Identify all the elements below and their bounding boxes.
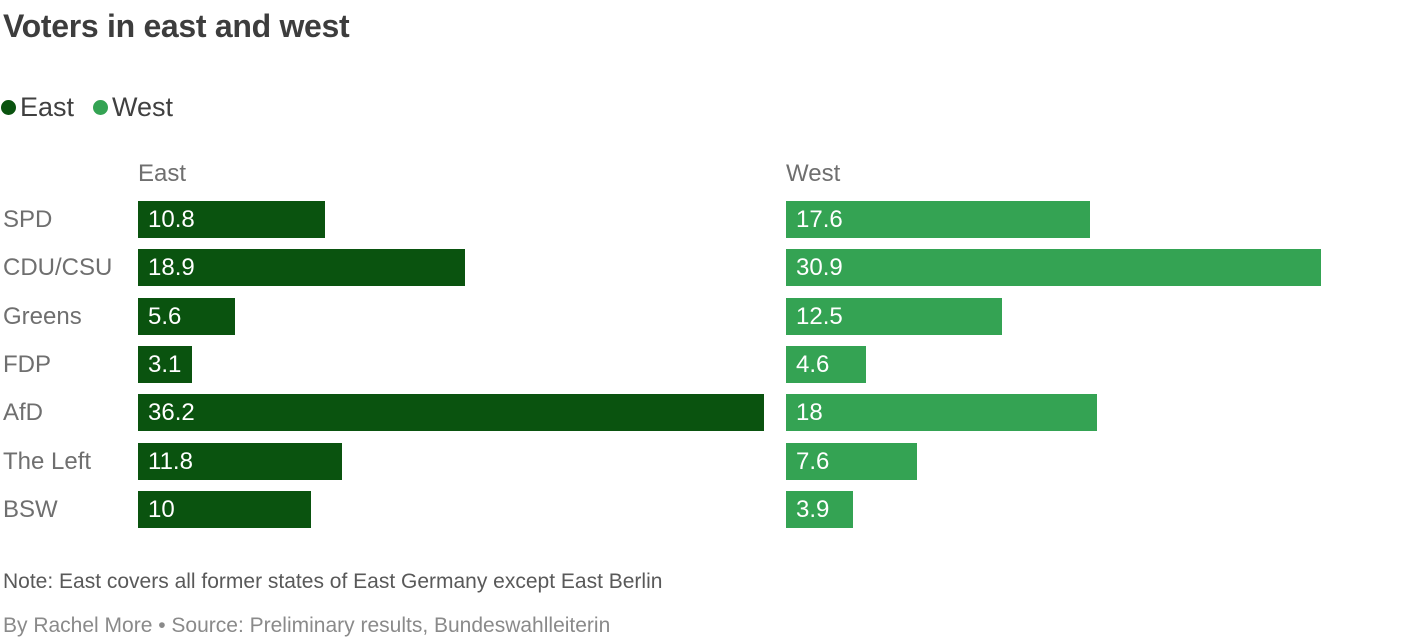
bar-west-fdp[interactable]: 4.6	[786, 346, 866, 383]
bar-value-label: 5.6	[148, 303, 182, 330]
bar-value-label: 30.9	[796, 254, 843, 281]
bar-east-afd[interactable]: 36.2	[138, 394, 764, 431]
legend-label: West	[112, 92, 174, 122]
bar-west-bsw[interactable]: 3.9	[786, 491, 853, 528]
column-header-east: East	[138, 160, 187, 187]
bar-value-label: 3.9	[796, 496, 830, 523]
chart-note: Note: East covers all former states of E…	[3, 570, 663, 593]
category-label-afd: AfD	[3, 399, 44, 426]
category-label-cdu-csu: CDU/CSU	[3, 254, 113, 281]
bar-value-label: 18.9	[148, 254, 195, 281]
category-label-the-left: The Left	[3, 448, 92, 475]
category-label-bsw: BSW	[3, 496, 58, 523]
bar-value-label: 17.6	[796, 206, 843, 233]
bar-value-label: 10.8	[148, 206, 195, 233]
bar-value-label: 3.1	[148, 351, 182, 378]
category-label-greens: Greens	[3, 303, 82, 330]
bar-value-label: 11.8	[148, 448, 193, 475]
legend-label: East	[20, 92, 75, 122]
bar-value-label: 12.5	[796, 303, 843, 330]
category-label-spd: SPD	[3, 206, 53, 233]
bar-west-afd[interactable]: 18	[786, 394, 1097, 431]
bar-west-the-left[interactable]: 7.6	[786, 443, 917, 480]
legend-item-west: West	[93, 94, 173, 121]
category-label-fdp: FDP	[3, 351, 51, 378]
chart-byline: By Rachel More • Source: Preliminary res…	[3, 614, 611, 637]
legend-dot-west	[93, 100, 109, 115]
legend-dot-east	[1, 100, 16, 115]
bar-value-label: 10	[148, 496, 175, 523]
bar-value-label: 4.6	[796, 351, 830, 378]
bar-east-cdu-csu[interactable]: 18.9	[138, 249, 465, 286]
column-header-west: West	[786, 160, 841, 187]
legend: East West	[1, 94, 173, 121]
bar-west-greens[interactable]: 12.5	[786, 298, 1002, 335]
bar-east-the-left[interactable]: 11.8	[138, 443, 342, 480]
bar-east-fdp[interactable]: 3.1	[138, 346, 192, 383]
bar-east-bsw[interactable]: 10	[138, 491, 311, 528]
bar-value-label: 36.2	[148, 399, 195, 426]
legend-item-east: East	[1, 94, 74, 121]
bar-value-label: 18	[796, 399, 823, 426]
bar-east-greens[interactable]: 5.6	[138, 298, 235, 335]
bar-east-spd[interactable]: 10.8	[138, 201, 325, 238]
bar-west-cdu-csu[interactable]: 30.9	[786, 249, 1321, 286]
bar-value-label: 7.6	[796, 448, 830, 475]
bar-west-spd[interactable]: 17.6	[786, 201, 1090, 238]
chart-title: Voters in east and west	[3, 8, 350, 44]
